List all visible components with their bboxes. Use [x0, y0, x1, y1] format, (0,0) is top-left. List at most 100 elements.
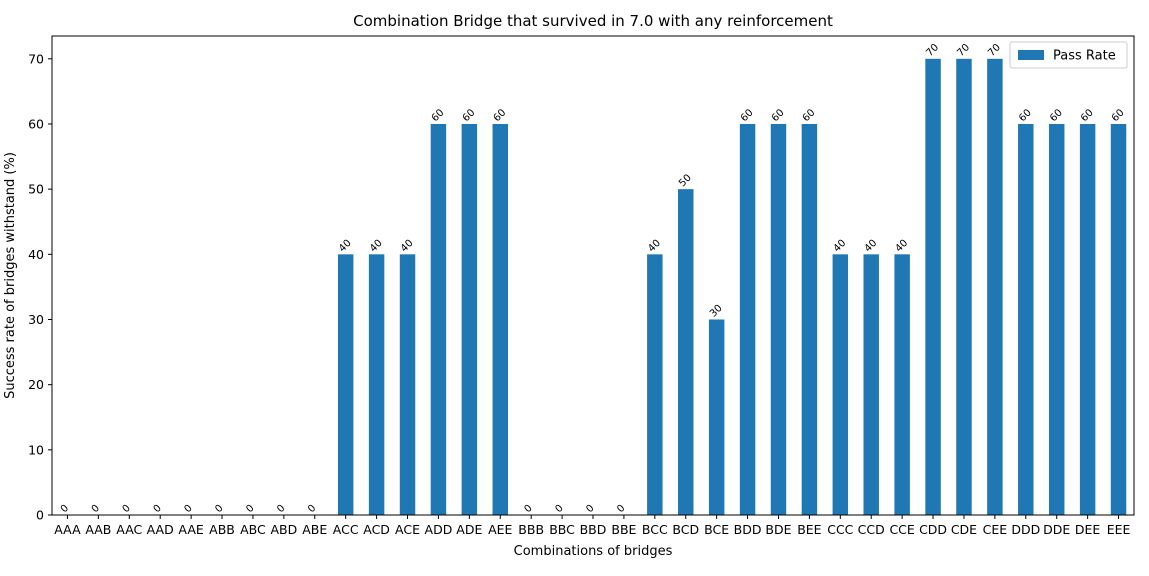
data-label: 0: [275, 503, 287, 515]
bar-ade: [461, 123, 478, 516]
data-label: 60: [430, 107, 447, 124]
data-label: 60: [739, 107, 756, 124]
data-label: 60: [770, 107, 787, 124]
x-tick-label: CEE: [983, 522, 1008, 537]
x-tick-label: BEE: [797, 522, 821, 537]
x-tick-label: CCD: [858, 522, 885, 537]
data-label: 30: [708, 303, 725, 320]
y-tick-label: 60: [28, 116, 44, 131]
x-tick-label: ABD: [270, 522, 297, 537]
data-label: 40: [832, 238, 849, 255]
bar-cee: [987, 58, 1003, 516]
data-label: 0: [523, 503, 535, 515]
legend-box: [1009, 41, 1128, 69]
data-label: 60: [1017, 107, 1034, 124]
x-tick-label: CCE: [889, 522, 914, 537]
x-tick-label: CCC: [827, 522, 853, 537]
data-label: 50: [677, 172, 694, 189]
bar-bce: [708, 319, 725, 515]
x-tick-label: ABB: [209, 522, 235, 537]
data-label: 60: [461, 107, 478, 124]
data-label: 70: [986, 42, 1003, 59]
data-label: 40: [368, 238, 385, 255]
bar-dee: [1079, 123, 1096, 516]
x-tick-label: BBC: [549, 522, 575, 537]
y-tick-label: 10: [28, 442, 44, 457]
bar-add: [430, 123, 447, 516]
bar-aee: [492, 123, 508, 516]
x-tick-label: BCC: [642, 522, 668, 537]
y-tick-label: 30: [28, 312, 44, 327]
legend-swatch: [1018, 50, 1044, 60]
x-tick-label: AAE: [178, 522, 203, 537]
x-tick-label: CDD: [919, 522, 947, 537]
bar-cde: [956, 58, 972, 516]
legend: Pass Rate: [1009, 41, 1128, 69]
bar-acc: [337, 254, 354, 515]
x-tick-label: AAC: [116, 522, 142, 537]
data-label: 0: [59, 503, 71, 515]
data-label: 40: [863, 238, 880, 255]
bar-series: [337, 58, 1127, 516]
x-axis-ticks: AAA AAB AAC AAD AAE ABB ABC ABD ABE ACC ACD ACE ADD A…: [54, 515, 1130, 537]
x-tick-label: AAA: [54, 522, 81, 537]
x-tick-label: DDE: [1043, 522, 1070, 537]
x-axis-label: Combinations of bridges: [514, 544, 673, 559]
data-label: 70: [955, 42, 972, 59]
x-tick-label: BBE: [611, 522, 636, 537]
bar-ddd: [1018, 123, 1034, 516]
data-label: 0: [152, 503, 164, 515]
data-label: 0: [306, 503, 318, 515]
legend-entry-pass-rate: Pass Rate: [1053, 49, 1116, 64]
data-label: 60: [1048, 107, 1065, 124]
x-tick-label: BCE: [704, 522, 729, 537]
x-tick-label: AEE: [488, 522, 512, 537]
bar-cce: [894, 254, 910, 515]
x-tick-label: AAD: [147, 522, 174, 537]
x-tick-label: ACC: [333, 522, 359, 537]
data-label: 60: [492, 107, 509, 124]
bar-ccd: [863, 254, 879, 515]
data-label: 0: [90, 503, 102, 515]
y-tick-label: 70: [28, 51, 44, 66]
y-tick-label: 50: [28, 182, 44, 197]
bar-eee: [1110, 123, 1127, 516]
x-tick-label: ADE: [456, 522, 482, 537]
x-tick-label: DDD: [1011, 522, 1040, 537]
y-tick-label: 20: [28, 377, 44, 392]
bar-bee: [801, 123, 818, 516]
bar-bde: [770, 123, 787, 516]
y-tick-label: 40: [28, 247, 44, 262]
x-tick-label: BDE: [765, 522, 791, 537]
y-tick-label: 0: [36, 508, 44, 523]
x-tick-label: BBB: [518, 522, 544, 537]
bar-ace: [399, 254, 416, 515]
data-label: 0: [182, 503, 194, 515]
x-tick-label: ADD: [425, 522, 453, 537]
bar-cdd: [925, 58, 941, 516]
x-tick-label: BBD: [580, 522, 607, 537]
x-tick-label: CDE: [951, 522, 977, 537]
data-label: 60: [1110, 107, 1127, 124]
x-tick-label: BDD: [734, 522, 762, 537]
x-tick-label: AAB: [85, 522, 111, 537]
x-tick-label: ACD: [363, 522, 390, 537]
data-label: 70: [924, 42, 941, 59]
bar-bcd: [678, 189, 694, 515]
x-tick-label: ABC: [240, 522, 266, 537]
bar-bdd: [739, 123, 756, 516]
data-label: 0: [584, 503, 596, 515]
data-label: 40: [646, 238, 663, 255]
bar-ccc: [832, 254, 849, 515]
data-label: 60: [1079, 107, 1096, 124]
chart-title: Combination Bridge that survived in 7.0 …: [353, 12, 833, 30]
data-label: 40: [399, 238, 416, 255]
x-tick-label: ABE: [302, 522, 327, 537]
data-label: 0: [121, 503, 133, 515]
data-label: 40: [893, 238, 910, 255]
x-tick-label: DEE: [1075, 522, 1101, 537]
plot-frame: [51, 35, 1135, 516]
bar-acd: [368, 254, 385, 515]
